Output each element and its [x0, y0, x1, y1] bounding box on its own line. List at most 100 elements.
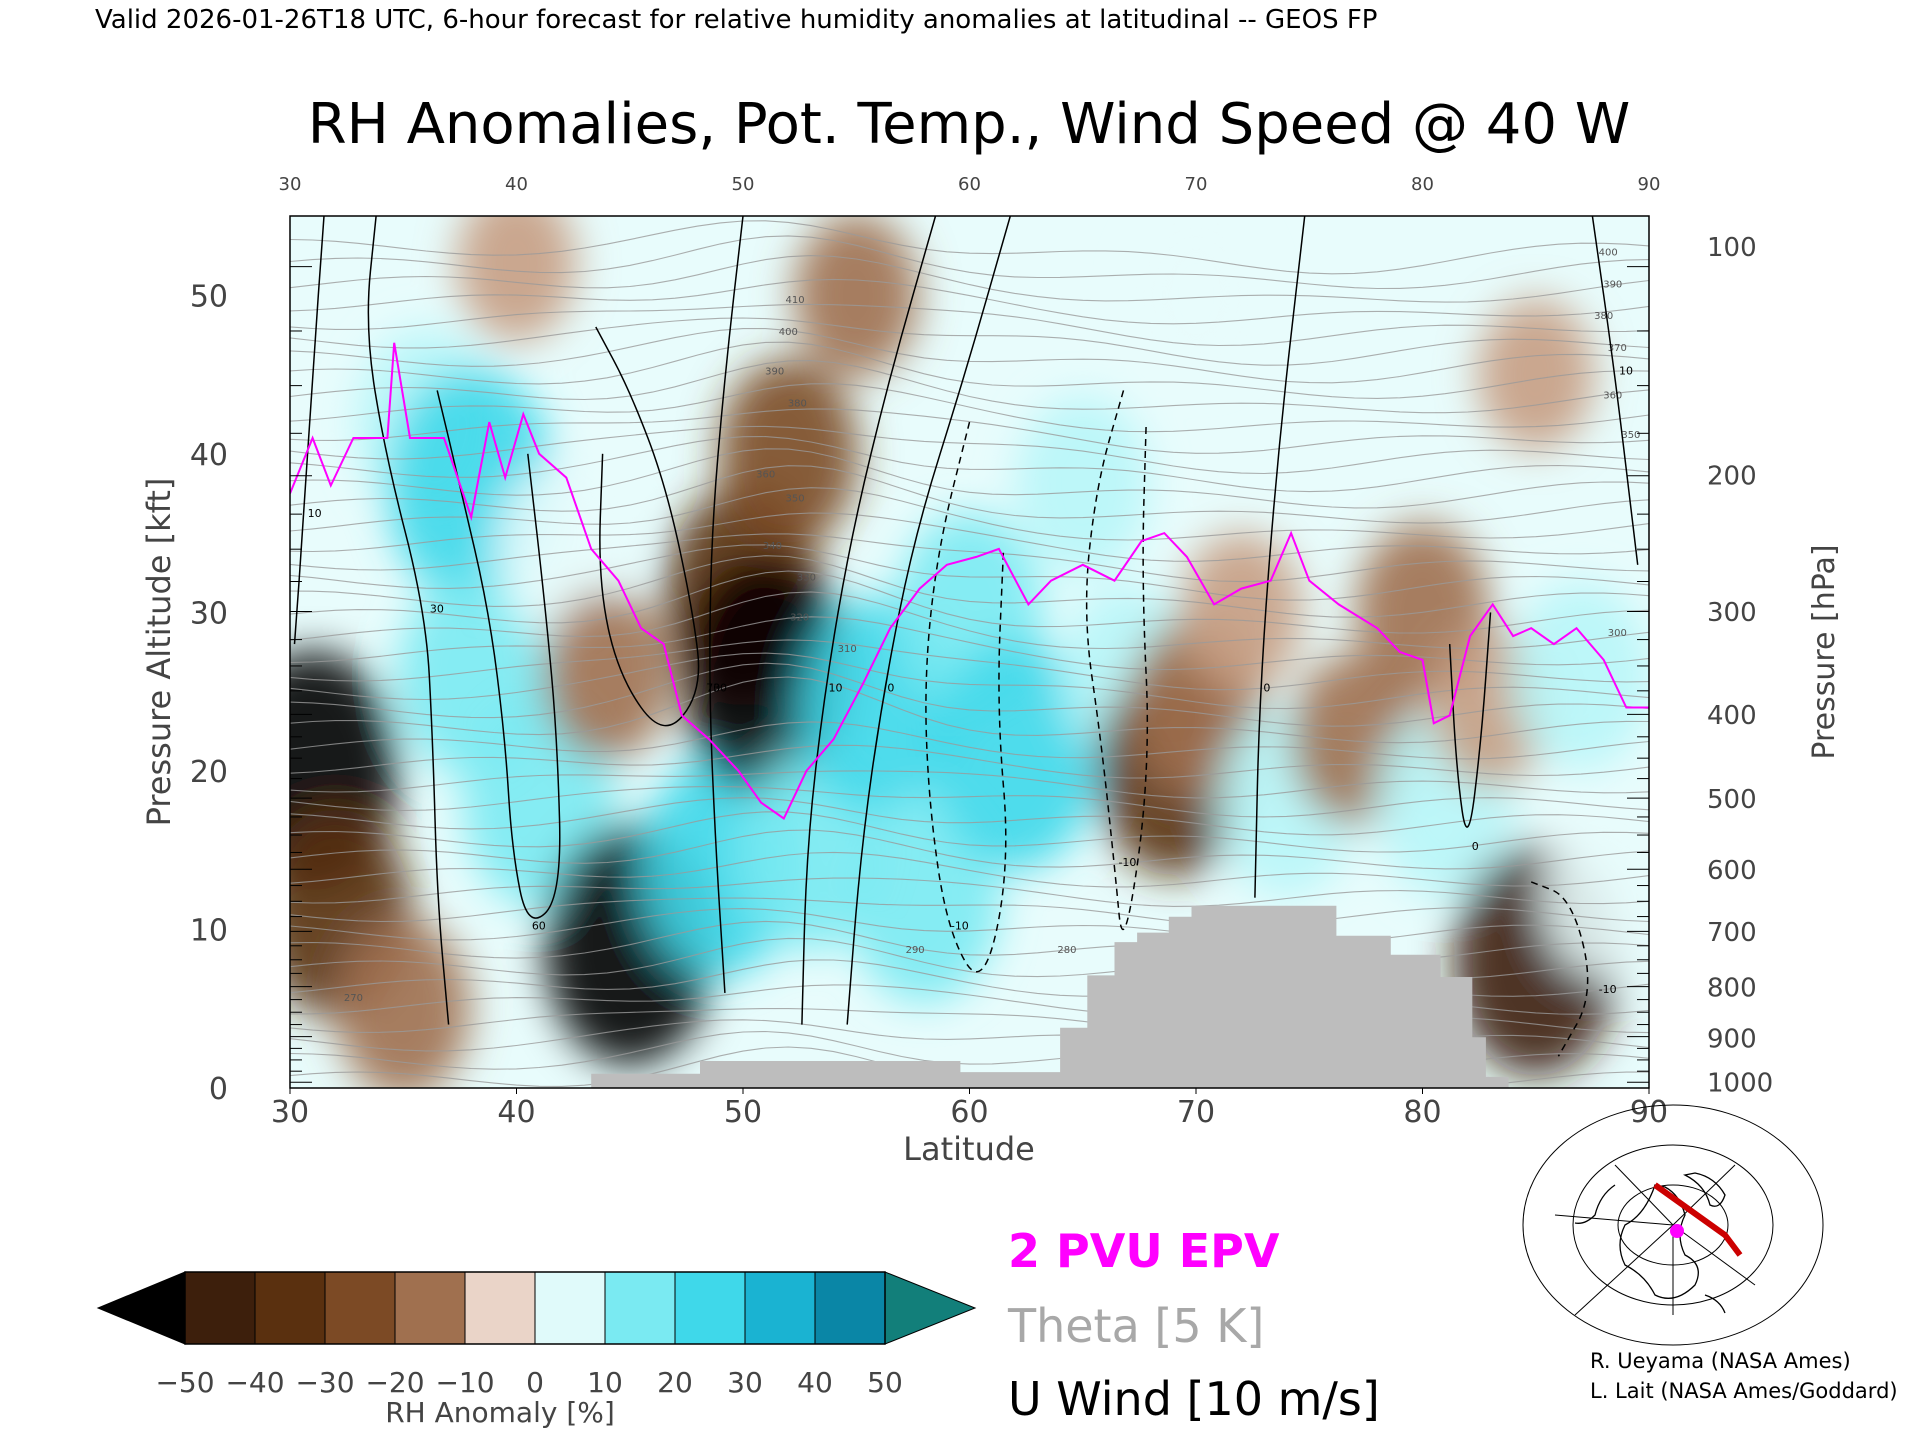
colorbar-tick-label: 30 [727, 1366, 763, 1399]
colorbar-segment [815, 1272, 885, 1344]
legend-pv: 2 PVU EPV [1008, 1224, 1280, 1278]
theta-contour-line [290, 360, 1649, 414]
colorbar-segment [675, 1272, 745, 1344]
u-wind-label: 10 [1619, 365, 1633, 378]
rh-anomaly-region [543, 590, 672, 761]
theta-label: 360 [1603, 390, 1622, 401]
pressure-tick-label: 900 [1707, 1024, 1757, 1054]
colorbar-tick-label: −40 [225, 1366, 284, 1399]
colorbar-segment [745, 1272, 815, 1344]
theta-contour-line [290, 676, 1649, 744]
rh-anomaly-region [1511, 580, 1649, 771]
colorbar-right-extension [884, 1271, 977, 1345]
pv-2pvu-contour [290, 342, 1649, 820]
x-top-tick-label: 50 [732, 174, 755, 195]
colorbar-tick-label: 20 [657, 1366, 693, 1399]
theta-contour-line [290, 639, 1649, 691]
u-wind-contour-line [1254, 216, 1306, 898]
pressure-tick-label: 1000 [1707, 1069, 1773, 1099]
theta-contour-line [290, 533, 1649, 583]
legend: 2 PVU EPV Theta [5 K] U Wind [10 m/s] [1007, 1224, 1380, 1426]
u-wind-label: 0 [1472, 840, 1479, 853]
x-axis-label: Latitude [903, 1130, 1035, 1168]
legend-uwind: U Wind [10 m/s] [1008, 1372, 1380, 1426]
x-top-tick-label: 40 [505, 174, 528, 195]
theta-label: 280 [1057, 945, 1076, 956]
theta-contour-line [290, 570, 1649, 634]
rh-anomaly-region [932, 640, 1097, 871]
colorbar: −50 −40 −30 −20 −10 0 10 20 30 40 50 [96, 1271, 977, 1399]
colorbar-left-extension [96, 1271, 186, 1345]
u-wind-contour-line [595, 326, 700, 727]
theta-contour-line [290, 786, 1649, 818]
theta-label: 370 [1608, 343, 1627, 354]
theta-label: 300 [1608, 628, 1627, 639]
u-wind-label: 60 [532, 919, 546, 932]
u-wind-contour-line [1591, 216, 1639, 565]
colorbar-segment [325, 1272, 395, 1344]
colorbar-segment [185, 1272, 255, 1344]
terrain-shape [591, 905, 1509, 1088]
y-axis-label: Pressure Altitude [kft] [140, 478, 178, 827]
x-tick-label: 70 [1177, 1095, 1215, 1130]
u-wind-label: -10 [951, 919, 969, 932]
x-top-tick-label: 30 [279, 174, 302, 195]
pressure-tick-label: 200 [1707, 461, 1757, 491]
u-wind-label: -10 [1599, 983, 1617, 996]
plot-area: 420 410 400 390 380 360 350 340 330 320 310 290 280 2… [289, 215, 1650, 1089]
pressure-tick-marks [290, 266, 1649, 1083]
rh-anomaly-region [848, 792, 1001, 1003]
legend-theta: Theta [5 K] [1007, 1299, 1264, 1353]
colorbar-segment [465, 1272, 535, 1344]
theta-contour-line [290, 829, 1649, 870]
theta-contour-line [290, 616, 1649, 671]
rh-anomaly-region [1542, 817, 1649, 978]
theta-contour-line [290, 897, 1649, 926]
theta-label: 410 [786, 295, 805, 306]
rh-anomaly-region [1015, 395, 1150, 576]
pressure-tick-label: 100 [1707, 233, 1757, 263]
theta-contour-line [290, 652, 1649, 710]
theta-label: 270 [344, 993, 363, 1004]
pressure-tick-label: 600 [1707, 856, 1757, 886]
theta-label: 390 [765, 367, 784, 378]
theta-contour-line [290, 408, 1649, 454]
colorbar-tick-label: −50 [155, 1366, 214, 1399]
x-top-tick-label: 90 [1638, 174, 1661, 195]
theta-contour-line [290, 303, 1649, 347]
theta-contour-line [290, 465, 1649, 524]
theta-label: 350 [1621, 430, 1640, 441]
colorbar-label: RH Anomaly [%] [385, 1396, 615, 1429]
u-wind-contour-line [925, 421, 1007, 973]
u-wind-contour-line [436, 390, 561, 919]
u-wind-contour-line [709, 216, 744, 993]
theta-contour-line [290, 235, 1649, 290]
u-wind-label: 0 [1263, 682, 1270, 695]
colorbar-tick-label: 10 [587, 1366, 623, 1399]
x-top-tick-label: 60 [958, 174, 981, 195]
theta-label: 400 [1599, 248, 1618, 259]
theta-contour-line [290, 328, 1649, 384]
x-tick-label: 80 [1403, 1095, 1441, 1130]
theta-contour-line [290, 555, 1649, 618]
theta-contour-line [290, 591, 1649, 650]
colorbar-segment [605, 1272, 675, 1344]
y-tick-label: 0 [209, 1072, 228, 1107]
credit-1: R. Ueyama (NASA Ames) [1590, 1349, 1851, 1373]
theta-contour-line [290, 744, 1649, 779]
x-tick-label: 30 [271, 1095, 309, 1130]
u-wind-contour-line [1448, 612, 1492, 828]
x-top-tick-label: 80 [1411, 174, 1434, 195]
theta-contours: 420 410 400 390 380 360 350 340 330 320 310 290 280 2… [290, 216, 1649, 1088]
pressure-tick-label: 700 [1707, 918, 1757, 948]
y-axis-right-ticks: 100 200 300 400 500 600 700 800 900 1000 [1707, 233, 1773, 1099]
u-wind-contour-line [367, 216, 450, 1025]
x-tick-label: 60 [950, 1095, 988, 1130]
theta-contour-line [290, 317, 1649, 366]
y-tick-label: 40 [190, 438, 228, 473]
theta-contour-line [290, 797, 1649, 836]
colorbar-segment [535, 1272, 605, 1344]
terrain-mask [591, 905, 1509, 1088]
theta-contour-line [290, 425, 1649, 475]
